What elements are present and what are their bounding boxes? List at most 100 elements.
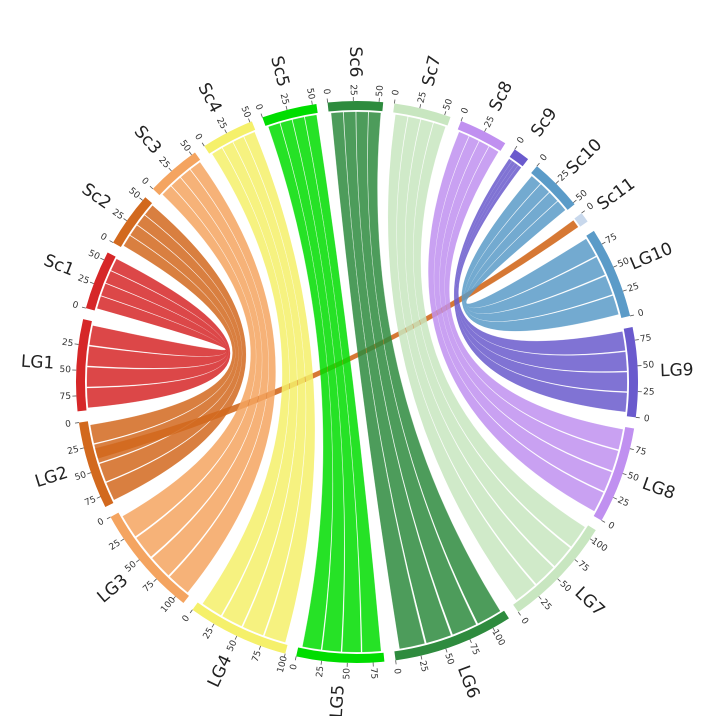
tick-lg2-25 (79, 447, 84, 450)
link-lg4-sc4-2 (222, 142, 298, 627)
tick-sc7-0 (394, 99, 396, 104)
tick-sc5-0 (260, 113, 263, 118)
segment-arc-sc1 (85, 252, 116, 311)
tick-label-lg4-0: 0 (181, 614, 193, 625)
link-lg7-sc7-1 (405, 119, 571, 567)
tick-label-lg8-0: 0 (606, 521, 616, 533)
tick-label-sc10-50: 50 (574, 188, 589, 203)
segment-arc-lg4 (192, 602, 288, 654)
segment-arc-lg9 (623, 326, 639, 418)
tick-label-sc1-25: 25 (76, 274, 90, 287)
link-lg8-sc8-3 (428, 131, 604, 512)
segment-label-lg8: LG8 (639, 474, 677, 504)
links-layer (86, 111, 628, 653)
segment-label-lg3: LG3 (94, 570, 132, 607)
tick-label-lg2-25: 25 (67, 445, 80, 457)
tick-label-sc4-0: 0 (192, 132, 204, 142)
link-lg2-sc2-1 (99, 215, 243, 482)
tick-lg3-75 (153, 578, 157, 582)
tick-label-sc7-0: 0 (391, 89, 402, 96)
tick-label-lg3-75: 75 (141, 579, 156, 594)
link-lg9-sc9-2 (455, 160, 628, 392)
tick-lg2-75 (96, 496, 101, 499)
tick-sc4-50 (248, 118, 251, 123)
segment-label-sc5: Sc5 (266, 54, 293, 89)
tick-label-lg3-25: 25 (108, 538, 123, 553)
tick-label-lg1-75: 75 (59, 392, 71, 403)
tick-sc1-0 (81, 306, 86, 309)
tick-label-lg2-0: 0 (65, 419, 72, 430)
tick-label-lg4-50: 50 (226, 639, 240, 654)
link-lg7-sc7-2 (396, 116, 554, 585)
tick-lg4-75 (258, 645, 261, 650)
segment-label-sc3: Sc3 (130, 122, 165, 159)
segment-label-lg7: LG7 (571, 583, 609, 621)
segment-arc-sc7 (393, 103, 451, 126)
link-lg3-sc3-3 (122, 186, 257, 537)
tick-lg1-25 (74, 343, 79, 345)
tick-label-lg9-50: 50 (643, 360, 655, 371)
segment-label-sc10: Sc10 (563, 135, 607, 179)
tick-label-lg7-25: 25 (538, 597, 553, 612)
segment-arc-lg1 (75, 319, 92, 412)
tick-lg7-25 (538, 596, 542, 600)
segment-arc-sc8 (457, 120, 506, 151)
tick-label-lg9-0: 0 (643, 414, 650, 425)
segment-arc-lg7 (513, 525, 596, 613)
tick-label-sc11-0: 0 (585, 201, 596, 213)
link-lg2-sc2-0 (106, 205, 247, 501)
tick-label-lg7-50: 50 (558, 579, 573, 594)
tick-lg4-0 (189, 609, 193, 614)
tick-lg3-0 (106, 516, 111, 520)
tick-label-sc5-50: 50 (304, 87, 316, 100)
link-lg7-sc7-3 (387, 114, 536, 601)
tick-lg6-25 (420, 655, 423, 660)
segment-arc-sc5 (262, 103, 318, 126)
link-lg6-sc6-0 (367, 112, 501, 624)
tick-label-lg7-0: 0 (518, 616, 530, 627)
tick-label-sc4-50: 50 (238, 105, 252, 120)
tick-label-lg6-0: 0 (391, 668, 402, 675)
segment-label-sc1: Sc1 (41, 251, 77, 281)
link-lg5-sc5-1 (292, 117, 361, 653)
tick-label-sc2-0: 0 (98, 232, 108, 244)
tick-label-sc7-25: 25 (417, 91, 429, 104)
tick-sc7-25 (419, 104, 422, 109)
link-lg4-sc4-0 (244, 131, 315, 643)
tick-lg7-0 (517, 611, 521, 616)
segment-arc-lg6 (394, 610, 509, 661)
tick-lg4-50 (234, 635, 238, 640)
tick-label-lg4-100: 100 (276, 655, 290, 674)
segment-label-sc2: Sc2 (78, 179, 115, 213)
tick-lg8-0 (601, 520, 606, 523)
tick-lg3-25 (120, 538, 125, 542)
tick-label-lg10-50: 50 (616, 256, 631, 270)
tick-lg6-50 (445, 648, 448, 653)
tick-sc5-25 (285, 105, 288, 110)
tick-sc2-0 (109, 240, 114, 243)
segment-label-sc6: Sc6 (345, 46, 365, 77)
link-lg6-sc6-3 (331, 112, 425, 649)
tick-lg6-100 (492, 627, 496, 632)
link-lg9-sc9-3 (453, 158, 627, 412)
tick-label-lg6-25: 25 (417, 660, 429, 673)
link-lg8-sc8-1 (439, 141, 619, 471)
tick-sc4-25 (224, 129, 227, 134)
tick-label-lg2-75: 75 (83, 495, 98, 509)
tick-lg7-75 (574, 559, 579, 563)
link-lg3-sc3-1 (152, 169, 269, 576)
link-lg3-sc3-0 (169, 162, 276, 593)
tick-label-sc6-50: 50 (375, 85, 386, 97)
tick-lg10-75 (601, 241, 606, 245)
tick-label-sc10-0: 0 (539, 152, 551, 163)
link-lg7-sc7-0 (413, 122, 585, 547)
tick-label-lg6-50: 50 (442, 652, 455, 666)
tick-label-lg1-25: 25 (61, 338, 74, 349)
tick-label-sc8-25: 25 (483, 115, 497, 130)
tick-label-lg10-0: 0 (637, 308, 645, 319)
segment-arc-sc3 (152, 152, 201, 196)
tick-label-lg5-0: 0 (289, 663, 300, 671)
tick-label-sc6-25: 25 (348, 84, 358, 96)
tick-sc9-0 (514, 145, 518, 150)
segment-label-lg9: LG9 (660, 360, 694, 381)
